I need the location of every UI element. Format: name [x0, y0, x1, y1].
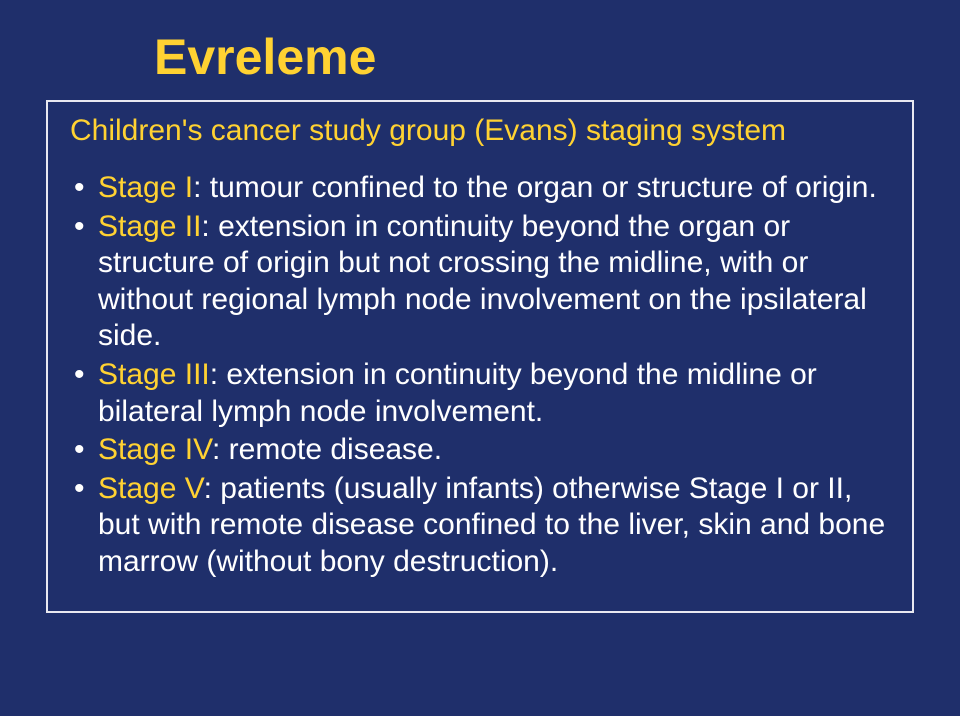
list-item: Stage V: patients (usually infants) othe…	[70, 471, 890, 581]
stage-label: Stage IV	[98, 433, 212, 466]
stage-label: Stage V	[98, 472, 204, 505]
stage-text: : remote disease.	[212, 433, 442, 466]
list-item: Stage I: tumour confined to the organ or…	[70, 170, 890, 207]
list-item: Stage II: extension in continuity beyond…	[70, 209, 890, 355]
stage-list: Stage I: tumour confined to the organ or…	[70, 170, 890, 581]
stage-text: : extension in continuity beyond the org…	[98, 210, 867, 353]
subtitle: Children's cancer study group (Evans) st…	[70, 114, 890, 148]
stage-label: Stage III	[98, 358, 210, 391]
stage-label: Stage II	[98, 210, 201, 243]
slide: Evreleme Children's cancer study group (…	[0, 0, 960, 716]
list-item: Stage III: extension in continuity beyon…	[70, 357, 890, 430]
stage-label: Stage I	[98, 171, 193, 204]
stage-text: : patients (usually infants) otherwise S…	[98, 472, 885, 578]
list-item: Stage IV: remote disease.	[70, 432, 890, 469]
content-box: Children's cancer study group (Evans) st…	[46, 100, 914, 613]
stage-text: : tumour confined to the organ or struct…	[193, 171, 877, 204]
slide-title: Evreleme	[154, 28, 914, 86]
